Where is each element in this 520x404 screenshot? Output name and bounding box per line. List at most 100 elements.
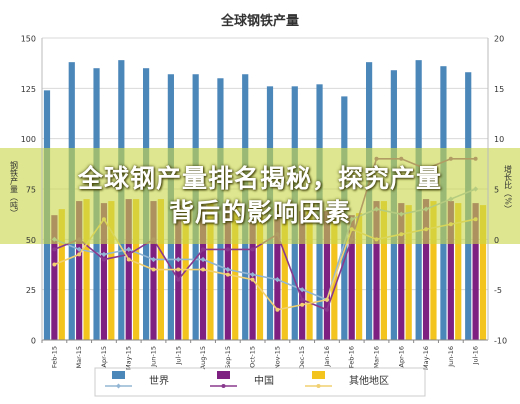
x-tick-label: Apr-16 <box>397 346 405 367</box>
bar-other <box>133 199 140 340</box>
line-china-point <box>126 252 131 257</box>
line-other-point <box>201 267 206 272</box>
right-tick-label: 15 <box>494 85 504 94</box>
line-world-point <box>274 277 280 283</box>
bar-other <box>281 209 288 340</box>
legend: 世界 中国 其他地区 <box>94 367 426 397</box>
line-world-point <box>175 256 181 263</box>
bar-china <box>422 199 430 340</box>
bar-china <box>323 211 331 340</box>
left-tick-label: 75 <box>26 186 36 195</box>
left-tick-label: 100 <box>21 135 36 144</box>
right-tick-label: -10 <box>494 337 507 346</box>
bar-other <box>108 201 115 340</box>
line-other-point <box>300 302 305 307</box>
line-china-point <box>52 247 57 252</box>
x-tick-label: Mar-16 <box>373 346 381 368</box>
left-tick-label: 25 <box>26 286 36 295</box>
bar-other <box>256 203 264 340</box>
bar-other <box>479 205 487 340</box>
bar-china <box>175 205 182 340</box>
x-tick-label: Oct-15 <box>249 346 257 368</box>
bar-china <box>274 211 281 340</box>
bar-other-legend-swatch <box>312 371 325 379</box>
line-china-point <box>101 257 106 262</box>
bar-world-legend-swatch <box>112 371 125 379</box>
line-world-point <box>299 287 305 293</box>
bar-china <box>348 215 355 340</box>
bar-china <box>299 211 306 340</box>
line-other-point <box>250 277 255 282</box>
line-other-point <box>324 297 329 302</box>
line-world-point <box>250 271 256 278</box>
legend-label: 世界 <box>149 375 169 387</box>
x-tick-label: Jul-15 <box>174 346 182 365</box>
legend-frame <box>94 367 426 397</box>
line-world-point <box>76 246 82 252</box>
banner-line-2: 背后的影响因素 <box>168 198 351 227</box>
bar-other <box>455 203 462 340</box>
left-tick-label: 0 <box>31 337 36 346</box>
legend-label: 其他地区 <box>349 374 389 387</box>
x-tick-label: Dec-15 <box>298 346 306 369</box>
bar-china <box>51 215 58 340</box>
bar-china-legend-swatch <box>217 371 230 379</box>
line-world-point <box>200 256 206 263</box>
x-tick-label: Nov-15 <box>273 346 281 369</box>
bar-china <box>447 201 454 340</box>
bar-other <box>405 205 412 340</box>
line-other-point <box>52 262 57 267</box>
bar-china <box>373 201 380 340</box>
line-china-point <box>201 247 206 252</box>
line-china-point <box>324 307 329 312</box>
line-china-point <box>300 297 305 302</box>
left-tick-label: 50 <box>26 236 36 245</box>
line-china-point <box>176 277 181 282</box>
left-tick-label: 150 <box>21 35 36 44</box>
x-tick-label: Jun-15 <box>150 346 158 368</box>
right-tick-label: 0 <box>494 236 499 245</box>
x-tick-label: Mar-15 <box>75 346 83 368</box>
line-other-point <box>77 252 82 257</box>
line-world-point <box>225 266 231 273</box>
line-china-legend-marker <box>221 384 226 388</box>
axes-layer: 0 25 50 75 100 125 150 -10 -5 0 5 10 15 20 钢铁产量（吨） 增长比（… <box>10 35 513 370</box>
bar-other <box>58 209 65 340</box>
line-world-legend-marker <box>116 383 121 389</box>
legend-label: 中国 <box>254 374 274 387</box>
bar-china <box>125 199 132 340</box>
left-tick-label: 125 <box>21 85 36 94</box>
x-tick-label: Sep-15 <box>224 346 232 369</box>
bar-china <box>100 203 108 340</box>
banner-line-1: 全球钢产量排名揭秘，探究产量 <box>77 164 442 193</box>
x-tick-label: Aug-15 <box>199 346 207 369</box>
bar-china <box>398 203 405 340</box>
overlay-band <box>0 148 520 244</box>
line-world-point <box>126 246 132 252</box>
bar-other <box>306 209 313 340</box>
line-other-point <box>225 272 230 277</box>
x-tick-label: Feb-16 <box>348 346 356 368</box>
line-other-point <box>176 267 181 272</box>
line-other-point <box>151 267 156 272</box>
x-tick-label: Jul-16 <box>472 346 480 365</box>
lines-layer <box>0 148 520 312</box>
chart-title: 全球钢铁产量 <box>220 13 299 29</box>
x-tick-label: May-16 <box>422 346 430 370</box>
overlay-banner: 全球钢产量排名揭秘，探究产量 背后的影响因素 <box>0 148 520 244</box>
y-axis-title-left: 钢铁产量（吨） <box>10 160 19 217</box>
x-tick-label: Apr-15 <box>100 346 108 367</box>
x-tick-label: Feb-15 <box>50 346 58 368</box>
x-tick-label: Jan-16 <box>323 346 331 368</box>
line-china-point <box>225 247 230 252</box>
bar-other <box>430 201 437 340</box>
right-tick-label: 20 <box>494 35 504 44</box>
right-tick-label: -5 <box>494 286 502 295</box>
right-tick-label: 10 <box>494 135 504 144</box>
line-other-point <box>126 257 131 262</box>
y-axis-title-right: 增长比（%） <box>504 164 513 213</box>
line-other-legend-marker <box>316 384 321 388</box>
line-other-point <box>275 307 280 312</box>
